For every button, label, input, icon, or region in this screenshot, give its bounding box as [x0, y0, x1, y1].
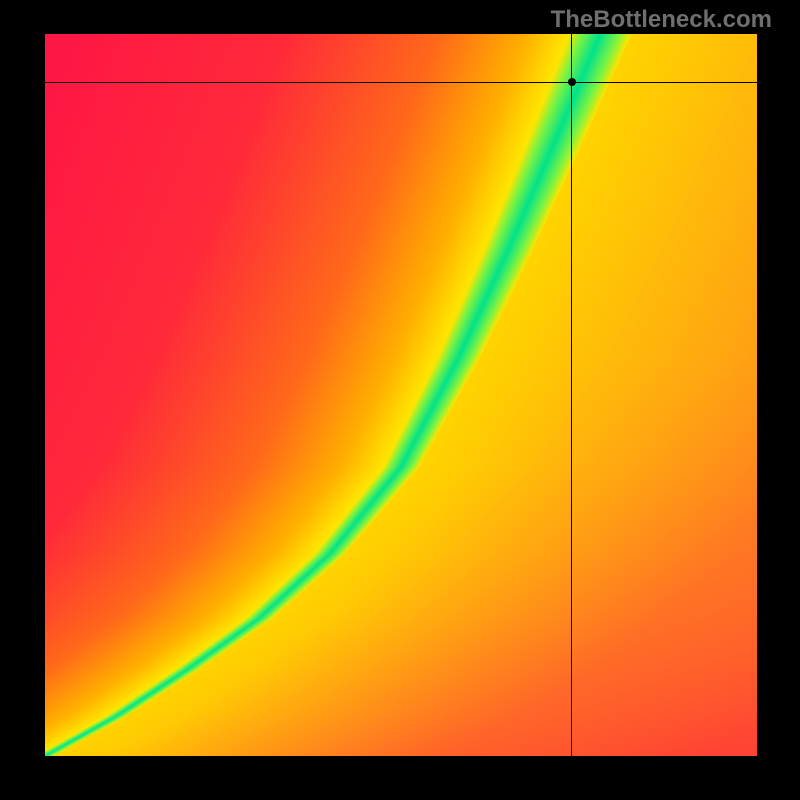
- heatmap-canvas: [45, 34, 757, 756]
- watermark-text: TheBottleneck.com: [551, 6, 772, 34]
- chart-frame: TheBottleneck.com: [0, 0, 800, 800]
- heatmap-plot: [45, 34, 757, 756]
- crosshair-horizontal: [45, 82, 757, 83]
- crosshair-vertical: [571, 34, 572, 756]
